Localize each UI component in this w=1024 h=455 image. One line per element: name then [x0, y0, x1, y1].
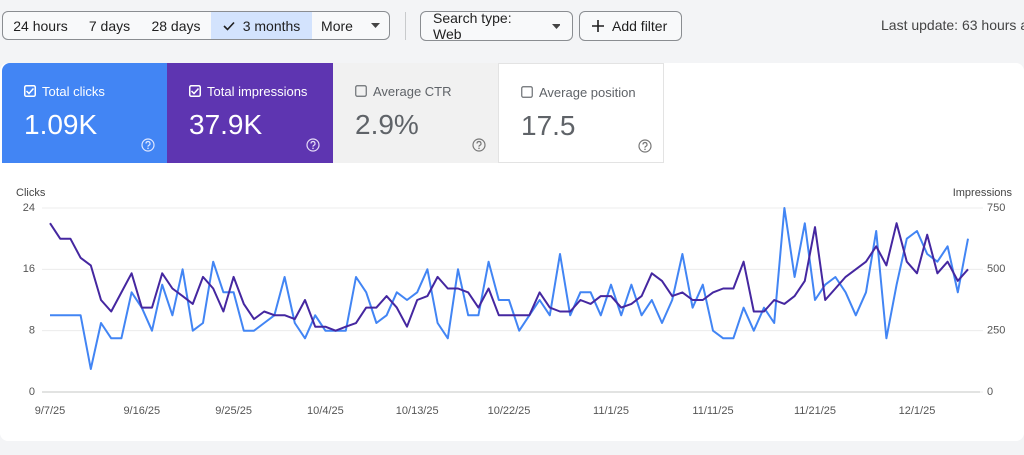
checkbox [521, 86, 533, 98]
metric-value: 1.09K [24, 109, 98, 140]
checkbox-checked [189, 85, 201, 97]
range-label: 24 hours [13, 17, 68, 34]
help-icon [472, 138, 486, 152]
add-filter-button[interactable]: Add filter [579, 11, 682, 41]
metric-label: Average CTR [373, 84, 452, 99]
metric-label: Total impressions [207, 84, 308, 99]
range-button[interactable]: 28 days [141, 11, 212, 40]
range-label: 7 days [88, 17, 131, 34]
y-axis-title: Clicks [16, 187, 46, 199]
x-tick-label: 11/1/25 [593, 405, 629, 417]
x-tick-label: 10/22/25 [488, 405, 531, 417]
series-line [50, 207, 969, 370]
metric-label: Average position [539, 85, 636, 100]
y2-tick-label: 500 [987, 263, 1005, 275]
x-tick-label: 9/16/25 [123, 405, 160, 417]
y2-axis-title: Impressions [953, 187, 1013, 199]
help-icon [141, 138, 155, 152]
help-icon [638, 139, 652, 153]
range-button[interactable]: 24 hours [2, 11, 79, 40]
y2-tick-label: 0 [987, 386, 993, 398]
dropdown-icon [370, 23, 380, 28]
x-tick-label: 11/21/25 [794, 405, 836, 417]
y-tick-label: 24 [23, 202, 35, 214]
help-icon [306, 138, 320, 152]
x-tick-label: 10/13/25 [396, 405, 439, 417]
last-update: Last update: 63 hours a [881, 17, 1024, 33]
plus-icon [592, 20, 604, 32]
metric-card[interactable]: Average position 17.5 [498, 63, 664, 163]
y-tick-label: 0 [29, 386, 35, 398]
metric-card[interactable]: Total clicks 1.09K [2, 63, 168, 163]
range-button[interactable]: 7 days [78, 11, 142, 40]
x-tick-label: 9/25/25 [215, 405, 252, 417]
metric-card[interactable]: Total impressions 37.9K [167, 63, 333, 163]
series-line [49, 222, 969, 332]
y-tick-label: 16 [23, 263, 35, 275]
x-tick-label: 12/1/25 [899, 405, 936, 417]
metric-label: Total clicks [42, 84, 105, 99]
y-tick-label: 8 [29, 325, 35, 337]
search-type-label: Search type: Web [433, 10, 512, 42]
divider [405, 12, 406, 40]
search-type-button[interactable]: Search type: Web [420, 10, 573, 42]
y2-tick-label: 750 [987, 202, 1005, 214]
metric-card[interactable]: Average CTR 2.9% [333, 63, 499, 163]
range-button-selected[interactable]: 3 months [211, 11, 313, 40]
dropdown-icon [551, 23, 560, 29]
checkbox-checked [24, 85, 36, 97]
metric-value: 2.9% [355, 109, 419, 140]
metric-value: 37.9K [189, 109, 263, 140]
range-label: 28 days [151, 17, 201, 34]
check-icon [223, 21, 235, 31]
x-tick-label: 11/11/25 [692, 405, 733, 417]
more-label: More [321, 17, 353, 34]
more-button[interactable]: More [312, 11, 390, 40]
range-label: 3 months [242, 17, 301, 34]
y2-tick-label: 250 [987, 325, 1005, 337]
x-tick-label: 10/4/25 [307, 405, 344, 417]
metric-value: 17.5 [521, 110, 576, 141]
checkbox [355, 85, 367, 97]
add-filter-label: Add filter [612, 18, 668, 34]
x-tick-label: 9/7/25 [35, 405, 66, 417]
